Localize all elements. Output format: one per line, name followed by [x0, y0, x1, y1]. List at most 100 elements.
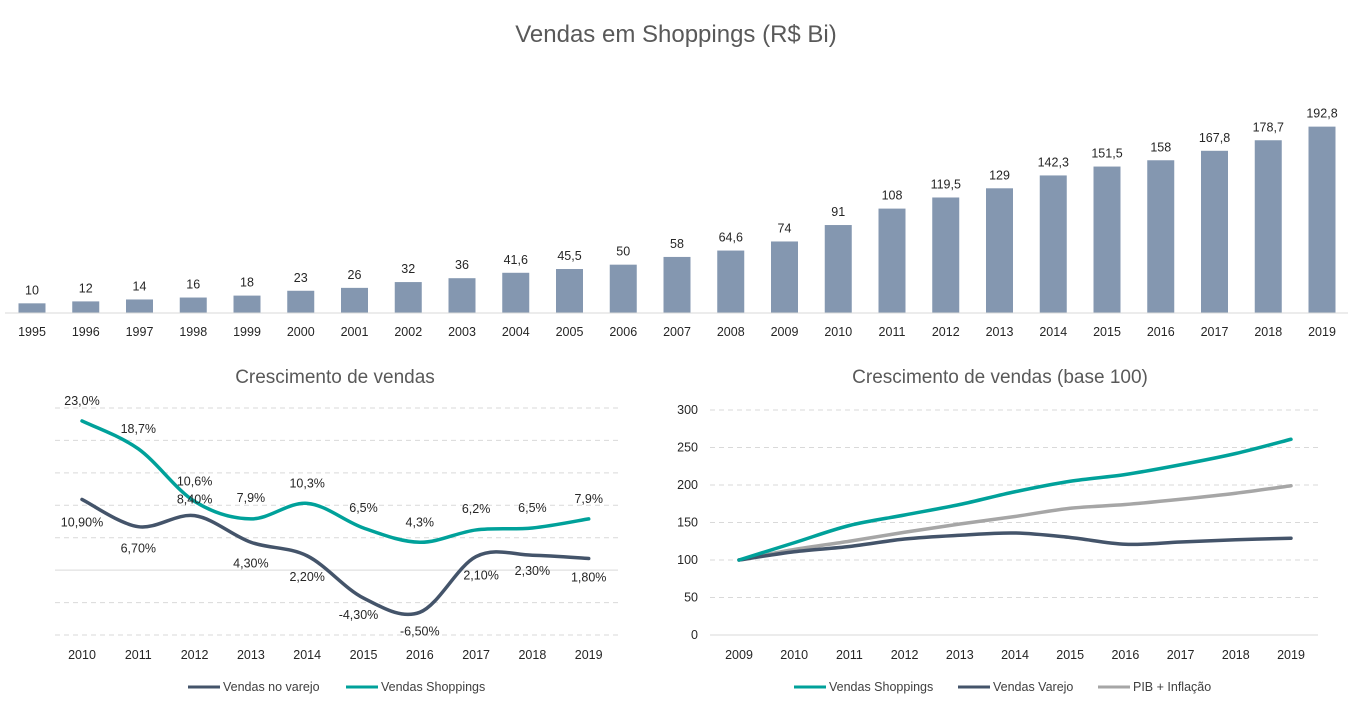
bar-2010	[824, 225, 852, 313]
bar-label-1997: 14	[133, 279, 147, 293]
bar-tick-2010: 2010	[824, 325, 852, 339]
base100-chart-y-ticks: 0 50 100 150 200 250 300	[677, 403, 698, 642]
bar-2016	[1147, 160, 1175, 313]
growth-chart: Crescimento de vendas 10,90% 6,70% 8,40% 4,…	[55, 367, 618, 694]
bar-tick-2004: 2004	[502, 325, 530, 339]
base100-tick-2018: 2018	[1222, 648, 1250, 662]
growth-tick-2012: 2012	[181, 648, 209, 662]
bar-tick-2001: 2001	[341, 325, 369, 339]
base100-chart: Crescimento de vendas (base 100) 0 50 100 1…	[677, 367, 1318, 694]
bar-tick-1999: 1999	[233, 325, 261, 339]
legend-label-pib-inflacao: PIB + Inflação	[1133, 680, 1211, 694]
bar-2018	[1254, 140, 1282, 313]
bar-label-2015: 151,5	[1091, 147, 1122, 161]
growth-label-vendas-no-varejo-2011: 6,70%	[121, 542, 156, 556]
growth-label-vendas-no-varejo-2018: 2,30%	[515, 564, 550, 578]
growth-tick-2016: 2016	[406, 648, 434, 662]
growth-label-vendas-shoppings-2014: 10,3%	[289, 476, 324, 490]
bar-chart-x-ticks: 1995 1996 1997 1998 1999 2000 2001 2002 2003 2004…	[18, 325, 1336, 339]
base100-chart-legend: Vendas Shoppings Vendas Varejo PIB + Inf…	[794, 680, 1211, 694]
growth-label-vendas-no-varejo-2019: 1,80%	[571, 570, 606, 584]
growth-label-vendas-no-varejo-2014: 2,20%	[289, 570, 324, 584]
bar-tick-2000: 2000	[287, 325, 315, 339]
growth-label-vendas-no-varejo-2017: 2,10%	[463, 569, 498, 583]
base100-chart-title: Crescimento de vendas (base 100)	[852, 367, 1148, 388]
bar-tick-2005: 2005	[556, 325, 584, 339]
bar-label-2013: 129	[989, 168, 1010, 182]
growth-tick-2015: 2015	[350, 648, 378, 662]
bar-tick-2019: 2019	[1308, 325, 1336, 339]
bar-label-2009: 74	[778, 221, 792, 235]
growth-label-vendas-shoppings-2011: 18,7%	[121, 422, 156, 436]
growth-tick-2013: 2013	[237, 648, 265, 662]
bar-label-2016: 158	[1150, 140, 1171, 154]
base100-chart-grid	[710, 409, 1318, 636]
bar-1995	[18, 303, 46, 313]
base100-tick-2012: 2012	[891, 648, 919, 662]
growth-chart-grid	[55, 407, 618, 636]
growth-label-vendas-shoppings-2012: 10,6%	[177, 474, 212, 488]
base100-tick-2014: 2014	[1001, 648, 1029, 662]
bar-2019	[1308, 126, 1336, 313]
bar-label-2007: 58	[670, 237, 684, 251]
legend-label-vendas-shoppings-base: Vendas Shoppings	[829, 680, 933, 694]
bar-2012	[932, 197, 960, 313]
growth-tick-2010: 2010	[68, 648, 96, 662]
bar-tick-2012: 2012	[932, 325, 960, 339]
base100-ytick-0: 0	[691, 628, 698, 642]
base100-tick-2016: 2016	[1111, 648, 1139, 662]
bar-2002	[394, 282, 422, 313]
growth-chart-data-labels: 10,90% 6,70% 8,40% 4,30% 2,20% -4,30% -6,50% 2,…	[61, 394, 607, 638]
bar-label-2003: 36	[455, 258, 469, 272]
bar-label-2010: 91	[831, 205, 845, 219]
bar-tick-1997: 1997	[126, 325, 154, 339]
bar-label-2011: 108	[882, 189, 903, 203]
bar-label-2006: 50	[616, 245, 630, 259]
growth-chart-x-ticks: 2010 2011 2012 2013 2014 2015 2016 2017 2018 2019	[68, 648, 603, 662]
bar-2006	[609, 264, 637, 313]
bar-2011	[878, 208, 906, 313]
bar-2005	[556, 269, 583, 313]
growth-label-vendas-shoppings-2016: 4,3%	[406, 515, 435, 529]
bar-tick-2016: 2016	[1147, 325, 1175, 339]
base100-tick-2019: 2019	[1277, 648, 1305, 662]
growth-line-vendas-no-varejo	[80, 497, 591, 617]
bar-2013	[986, 188, 1013, 313]
bar-label-2019: 192,8	[1306, 107, 1337, 121]
base100-ytick-150: 150	[677, 516, 698, 530]
bar-tick-2002: 2002	[394, 325, 422, 339]
base100-line-pib-inflacao	[737, 484, 1293, 562]
bar-label-1999: 18	[240, 276, 254, 290]
bar-label-2018: 178,7	[1253, 120, 1284, 134]
bar-label-2001: 26	[348, 268, 362, 282]
base100-line-vendas-shoppings	[737, 437, 1293, 562]
growth-tick-2011: 2011	[125, 648, 152, 662]
growth-tick-2019: 2019	[575, 648, 603, 662]
growth-tick-2014: 2014	[293, 648, 321, 662]
bar-label-1995: 10	[25, 283, 39, 297]
bar-tick-2006: 2006	[609, 325, 637, 339]
growth-label-vendas-no-varejo-2016: -6,50%	[400, 624, 440, 638]
growth-line-vendas-shoppings	[80, 419, 591, 545]
bar-tick-1998: 1998	[179, 325, 207, 339]
growth-label-vendas-shoppings-2018: 6,5%	[518, 501, 547, 515]
bar-label-2002: 32	[401, 262, 415, 276]
bar-1996	[72, 301, 100, 313]
bar-2000	[287, 290, 315, 313]
bar-label-2014: 142,3	[1038, 155, 1069, 169]
legend-label-vendas-no-varejo: Vendas no varejo	[223, 680, 320, 694]
bar-label-2005: 45,5	[557, 249, 581, 263]
base100-ytick-50: 50	[684, 591, 698, 605]
bar-tick-2008: 2008	[717, 325, 745, 339]
growth-label-vendas-shoppings-2019: 7,9%	[574, 492, 603, 506]
base100-chart-lines	[737, 437, 1293, 562]
bar-2003	[448, 278, 476, 313]
base100-tick-2013: 2013	[946, 648, 974, 662]
bar-tick-2007: 2007	[663, 325, 691, 339]
bar-tick-2017: 2017	[1201, 325, 1229, 339]
bar-label-1996: 12	[79, 281, 93, 295]
growth-chart-title: Crescimento de vendas	[235, 367, 435, 388]
bar-label-2004: 41,6	[504, 253, 528, 267]
bar-tick-2003: 2003	[448, 325, 476, 339]
bar-2007	[663, 256, 691, 313]
